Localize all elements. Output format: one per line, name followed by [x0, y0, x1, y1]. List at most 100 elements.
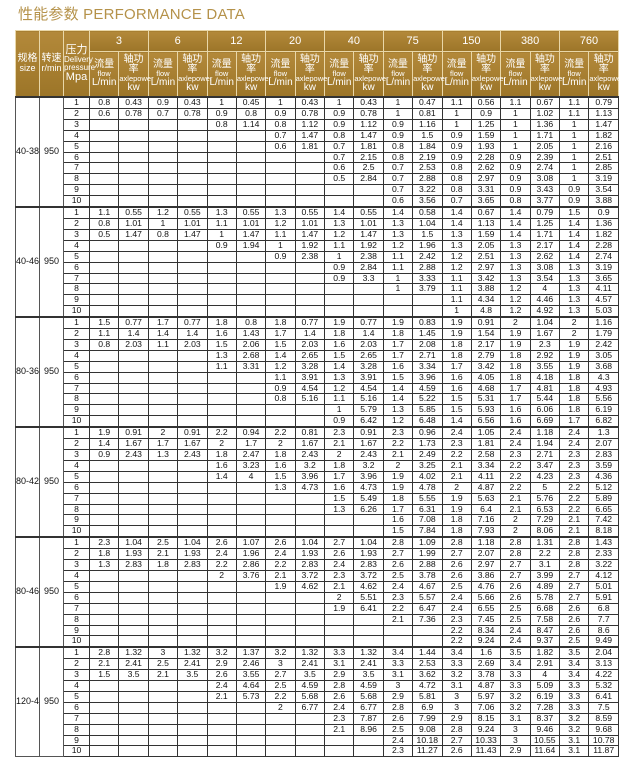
flow-cell: 2.1: [88, 658, 120, 671]
flow-cell: 2: [265, 438, 296, 450]
flow-cell: 2.2: [441, 635, 472, 648]
power-cell: 0.79: [588, 95, 619, 109]
flow-cell: [88, 250, 120, 263]
flow-cell: 1.1: [441, 294, 472, 307]
table-row: 10 1 4.8 1.2 4.92 1.3 5.03: [16, 305, 619, 318]
flow-unit: L/min: [444, 76, 469, 88]
flow-cell: 1.8: [558, 393, 590, 406]
power-cell: 6.68: [529, 602, 561, 615]
power-cell: [235, 613, 267, 626]
power-cell: 1.81: [470, 438, 502, 450]
power-cell: [294, 415, 326, 428]
power-cell: 6.47: [412, 602, 443, 615]
flow-cell: [147, 591, 179, 604]
flow-cell: [88, 734, 120, 747]
power-cell: 8.6: [588, 624, 619, 637]
flow-cell: 2: [323, 591, 355, 604]
flow-cell: 2.5: [441, 580, 472, 593]
power-cell: 4.78: [412, 481, 443, 494]
flow-cell: 2.1: [147, 669, 179, 682]
power-cell: 4.72: [412, 680, 443, 692]
power-cell: [294, 613, 326, 626]
flow-cell: 3.5: [500, 646, 531, 660]
flow-cell: 1: [558, 118, 590, 131]
power-cell: 1.4: [177, 328, 208, 340]
flow-cell: 3.3: [558, 680, 590, 692]
flow-cell: [88, 184, 120, 197]
flow-cell: 1.5: [441, 404, 472, 417]
power-cell: [177, 712, 208, 725]
power-cell: 4.54: [294, 382, 326, 395]
power-cell: [235, 514, 267, 527]
flow-cell: 2.6: [441, 745, 472, 758]
power-unit: kw: [421, 81, 434, 93]
flow-cell: 3: [441, 690, 472, 703]
power-cell: [118, 514, 149, 527]
power-cell: [177, 525, 208, 538]
power-cell: 4.23: [529, 470, 561, 483]
power-cell: 1.73: [412, 438, 443, 450]
power-cell: 2.06: [235, 338, 267, 351]
flow-label-en: flow: [391, 69, 405, 79]
power-cell: [353, 624, 384, 637]
pressure-value: 4: [63, 349, 90, 362]
power-cell: 5.44: [529, 393, 561, 406]
flow-cell: 2.8: [382, 536, 414, 550]
flow-cell: 1.3: [500, 261, 531, 274]
flow-cell: 1.7: [382, 349, 414, 362]
flow-cell: 1.6: [382, 514, 414, 527]
flow-cell: 0.8: [265, 393, 296, 406]
power-cell: 2.08: [412, 338, 443, 351]
flow-cell: 2.4: [441, 426, 472, 440]
power-cell: 4.36: [588, 470, 619, 483]
flow-cell: 3.3: [382, 658, 414, 671]
flow-cell: 2.4: [558, 438, 590, 450]
power-cell: 0.56: [470, 95, 502, 109]
flow-cell: [206, 591, 237, 604]
power-subheader: 轴功率 axlepower kw: [529, 51, 565, 98]
power-cell: 9.37: [529, 635, 561, 648]
power-cell: [118, 415, 149, 428]
flow-cell: 1: [441, 107, 472, 120]
flow-cell: [147, 680, 179, 692]
flow-cell: [147, 404, 179, 417]
power-cell: [294, 184, 326, 197]
power-cell: 0.8: [235, 107, 267, 120]
power-cell: 1.12: [294, 118, 326, 131]
power-cell: 4.18: [529, 371, 561, 384]
power-cell: 0.55: [235, 206, 267, 219]
flow-cell: 0.9: [500, 162, 531, 175]
table-row: 7 0.6 2.5 0.7 2.53 0.8 2.62 0.9 2.74 1 2.85: [16, 162, 619, 175]
flow-cell: [147, 734, 179, 747]
performance-table-container: 规格 size 转速 r/min 压力 Delivery pressure Mp…: [15, 30, 624, 758]
power-cell: 11.43: [470, 745, 502, 758]
flow-label-cn: 流量: [329, 59, 350, 71]
power-cell: 5.49: [353, 492, 384, 505]
power-cell: [177, 680, 208, 692]
flow-cell: 2.8: [558, 536, 590, 550]
power-label-en: axlepower: [589, 74, 624, 84]
pressure-value: 7: [63, 272, 90, 285]
flow-cell: 3.4: [441, 646, 472, 660]
power-cell: 8.59: [588, 712, 619, 725]
power-cell: 1.32: [294, 646, 326, 660]
flow-cell: 2.1: [323, 580, 355, 593]
flow-cell: 2.4: [500, 635, 531, 648]
flow-cell: 2.7: [323, 536, 355, 550]
power-cell: [294, 162, 326, 175]
flow-cell: 1.1: [441, 283, 472, 296]
power-cell: 11.27: [412, 745, 443, 758]
flow-cell: [88, 272, 120, 285]
size-header-cn: 规格: [17, 53, 38, 64]
flow-cell: [265, 151, 296, 164]
flow-cell: 1.8: [441, 338, 472, 351]
power-label-cn: 轴功率: [593, 54, 614, 76]
flow-cell: [88, 239, 120, 252]
table-row: 8 2.1 8.96 2.5 9.08 2.8 9.24 3 9.46 3.2 9.68: [16, 723, 619, 736]
power-cell: 2.07: [588, 438, 619, 450]
flow-cell: [323, 184, 355, 197]
power-label-cn: 轴功率: [358, 54, 379, 76]
flow-cell: [323, 745, 355, 758]
pressure-value: 5: [63, 580, 90, 593]
power-cell: [118, 712, 149, 725]
